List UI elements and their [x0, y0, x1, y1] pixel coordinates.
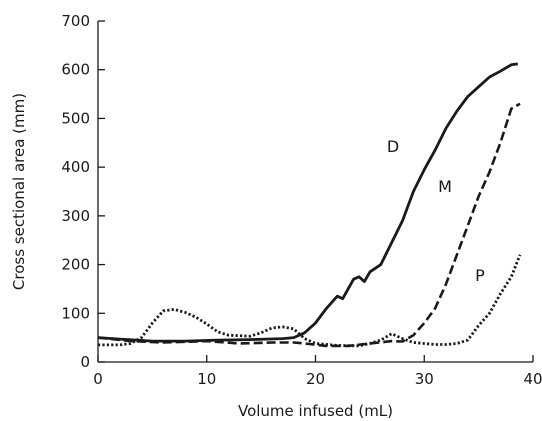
- y-tick-label: 400: [61, 158, 90, 176]
- y-axis-title: Cross sectional area (mm): [10, 93, 28, 290]
- ticks: 0 100 200 300 400 500 600 700 0 10 20 30 40: [61, 12, 542, 388]
- x-tick-label: 40: [523, 370, 542, 388]
- series-label-M: M: [438, 177, 452, 196]
- series-label-P: P: [475, 266, 485, 285]
- y-tick-label: 100: [61, 304, 90, 322]
- y-tick-label: 500: [61, 109, 90, 127]
- y-tick-label: 0: [80, 353, 90, 371]
- x-tick-label: 30: [415, 370, 434, 388]
- x-tick-label: 20: [306, 370, 325, 388]
- series-line-M: [97, 102, 521, 348]
- x-tick-label: 10: [197, 370, 216, 388]
- y-tick-label: 200: [61, 256, 90, 274]
- y-tick-label: 300: [61, 207, 90, 225]
- x-tick-label: 0: [93, 370, 103, 388]
- y-tick-label: 700: [61, 12, 90, 30]
- x-axis-title: Volume infused (mL): [238, 402, 393, 420]
- series-layer: D M P: [97, 62, 522, 348]
- y-tick-label: 600: [61, 61, 90, 79]
- series-line-D: [97, 62, 518, 343]
- series-line-P: [98, 254, 522, 348]
- series-label-D: D: [387, 137, 399, 156]
